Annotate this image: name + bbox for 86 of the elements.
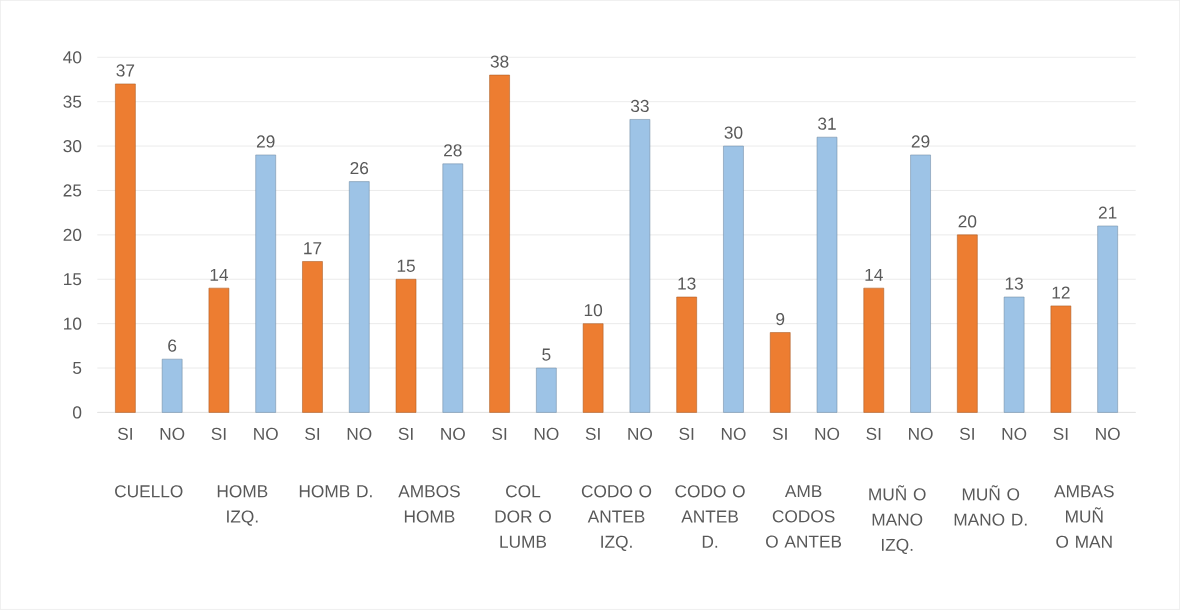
bar bbox=[1050, 305, 1072, 413]
data-label: 5 bbox=[542, 348, 551, 361]
x-tick-label: SI bbox=[118, 427, 132, 441]
y-tick-label: 0 bbox=[73, 406, 82, 419]
x-tick-label: SI bbox=[679, 427, 694, 441]
data-label: 31 bbox=[818, 117, 836, 130]
text: HOMB D. bbox=[299, 485, 372, 498]
bar bbox=[208, 287, 230, 413]
data-label: 29 bbox=[911, 135, 930, 148]
data-label: 6 bbox=[168, 339, 177, 352]
data-label: 30 bbox=[724, 126, 743, 139]
y-tick-label: 40 bbox=[63, 51, 82, 64]
x-tick-label: NO bbox=[815, 427, 840, 441]
bar bbox=[1097, 225, 1118, 413]
y-tick-label: 20 bbox=[63, 228, 82, 242]
data-label: 14 bbox=[865, 269, 883, 281]
bar bbox=[769, 332, 791, 413]
text: AMBAS MUÑ O MAN bbox=[1054, 485, 1114, 548]
x-tick-label: NO bbox=[721, 427, 746, 441]
bar bbox=[629, 119, 651, 413]
x-tick-label: SI bbox=[866, 427, 881, 441]
text: MUÑ O MANO D. bbox=[954, 485, 1027, 526]
text: CODO O ANTEB IZQ. bbox=[581, 485, 652, 552]
bar bbox=[161, 359, 183, 413]
bar bbox=[863, 287, 885, 413]
text: AMBOS HOMB bbox=[398, 485, 460, 523]
data-label: 20 bbox=[958, 215, 977, 228]
y-tick-label: 30 bbox=[63, 140, 82, 153]
x-tick-label: SI bbox=[959, 427, 974, 441]
bar bbox=[536, 367, 557, 413]
text: COL DOR O LUMB bbox=[495, 485, 551, 548]
x-tick-label: SI bbox=[492, 427, 507, 441]
text: AMB CODOS O ANTEB bbox=[766, 485, 842, 548]
data-label: 13 bbox=[678, 277, 696, 290]
text: MUÑ O MANO IZQ. bbox=[869, 485, 926, 555]
x-tick-label: NO bbox=[534, 427, 559, 441]
bar bbox=[115, 83, 136, 413]
x-tick-label: NO bbox=[1096, 427, 1120, 441]
data-label: 10 bbox=[584, 304, 603, 317]
y-tick-label: 5 bbox=[73, 362, 82, 375]
x-tick-label: NO bbox=[160, 427, 185, 441]
data-label: 13 bbox=[1005, 277, 1023, 290]
y-tick-label: 35 bbox=[63, 95, 82, 108]
data-label: 26 bbox=[350, 162, 369, 175]
x-tick-label: SI bbox=[305, 427, 320, 441]
bar bbox=[1003, 296, 1025, 413]
bar bbox=[582, 323, 604, 413]
bar bbox=[255, 154, 276, 413]
data-label: 12 bbox=[1052, 286, 1070, 299]
data-label: 33 bbox=[630, 99, 649, 113]
x-tick-label: NO bbox=[909, 427, 933, 441]
x-tick-label: SI bbox=[1053, 427, 1068, 441]
bar bbox=[816, 137, 838, 413]
bar bbox=[442, 163, 464, 413]
y-tick-label: 10 bbox=[64, 317, 82, 330]
y-tick-label: 25 bbox=[63, 184, 82, 197]
bar bbox=[910, 154, 931, 413]
x-tick-label: SI bbox=[772, 427, 787, 441]
data-label: 38 bbox=[490, 55, 509, 68]
bar bbox=[957, 234, 978, 413]
bar bbox=[489, 74, 510, 413]
x-tick-label: SI bbox=[585, 427, 600, 441]
data-label: 9 bbox=[776, 313, 785, 326]
text: CUELLO bbox=[115, 485, 183, 498]
data-label: 28 bbox=[444, 144, 462, 157]
bar bbox=[676, 296, 697, 413]
x-tick-label: SI bbox=[211, 427, 226, 441]
x-tick-label: SI bbox=[398, 427, 413, 441]
data-label: 17 bbox=[304, 242, 322, 255]
x-tick-label: NO bbox=[347, 427, 372, 441]
x-tick-label: NO bbox=[628, 427, 653, 441]
text: HOMB IZQ. bbox=[217, 485, 268, 526]
x-tick-label: NO bbox=[254, 427, 278, 441]
bar bbox=[348, 181, 370, 413]
data-label: 14 bbox=[210, 269, 229, 281]
data-label: 29 bbox=[256, 135, 275, 148]
data-label: 21 bbox=[1098, 206, 1117, 219]
bar bbox=[302, 261, 323, 413]
y-tick-label: 15 bbox=[64, 273, 82, 286]
text: CODO O ANTEB D. bbox=[675, 485, 745, 548]
bar bbox=[395, 279, 417, 413]
data-label: 15 bbox=[397, 259, 415, 272]
x-tick-label: NO bbox=[441, 427, 465, 441]
data-label: 37 bbox=[116, 64, 135, 77]
bar bbox=[723, 145, 744, 413]
x-tick-label: NO bbox=[1002, 427, 1027, 441]
